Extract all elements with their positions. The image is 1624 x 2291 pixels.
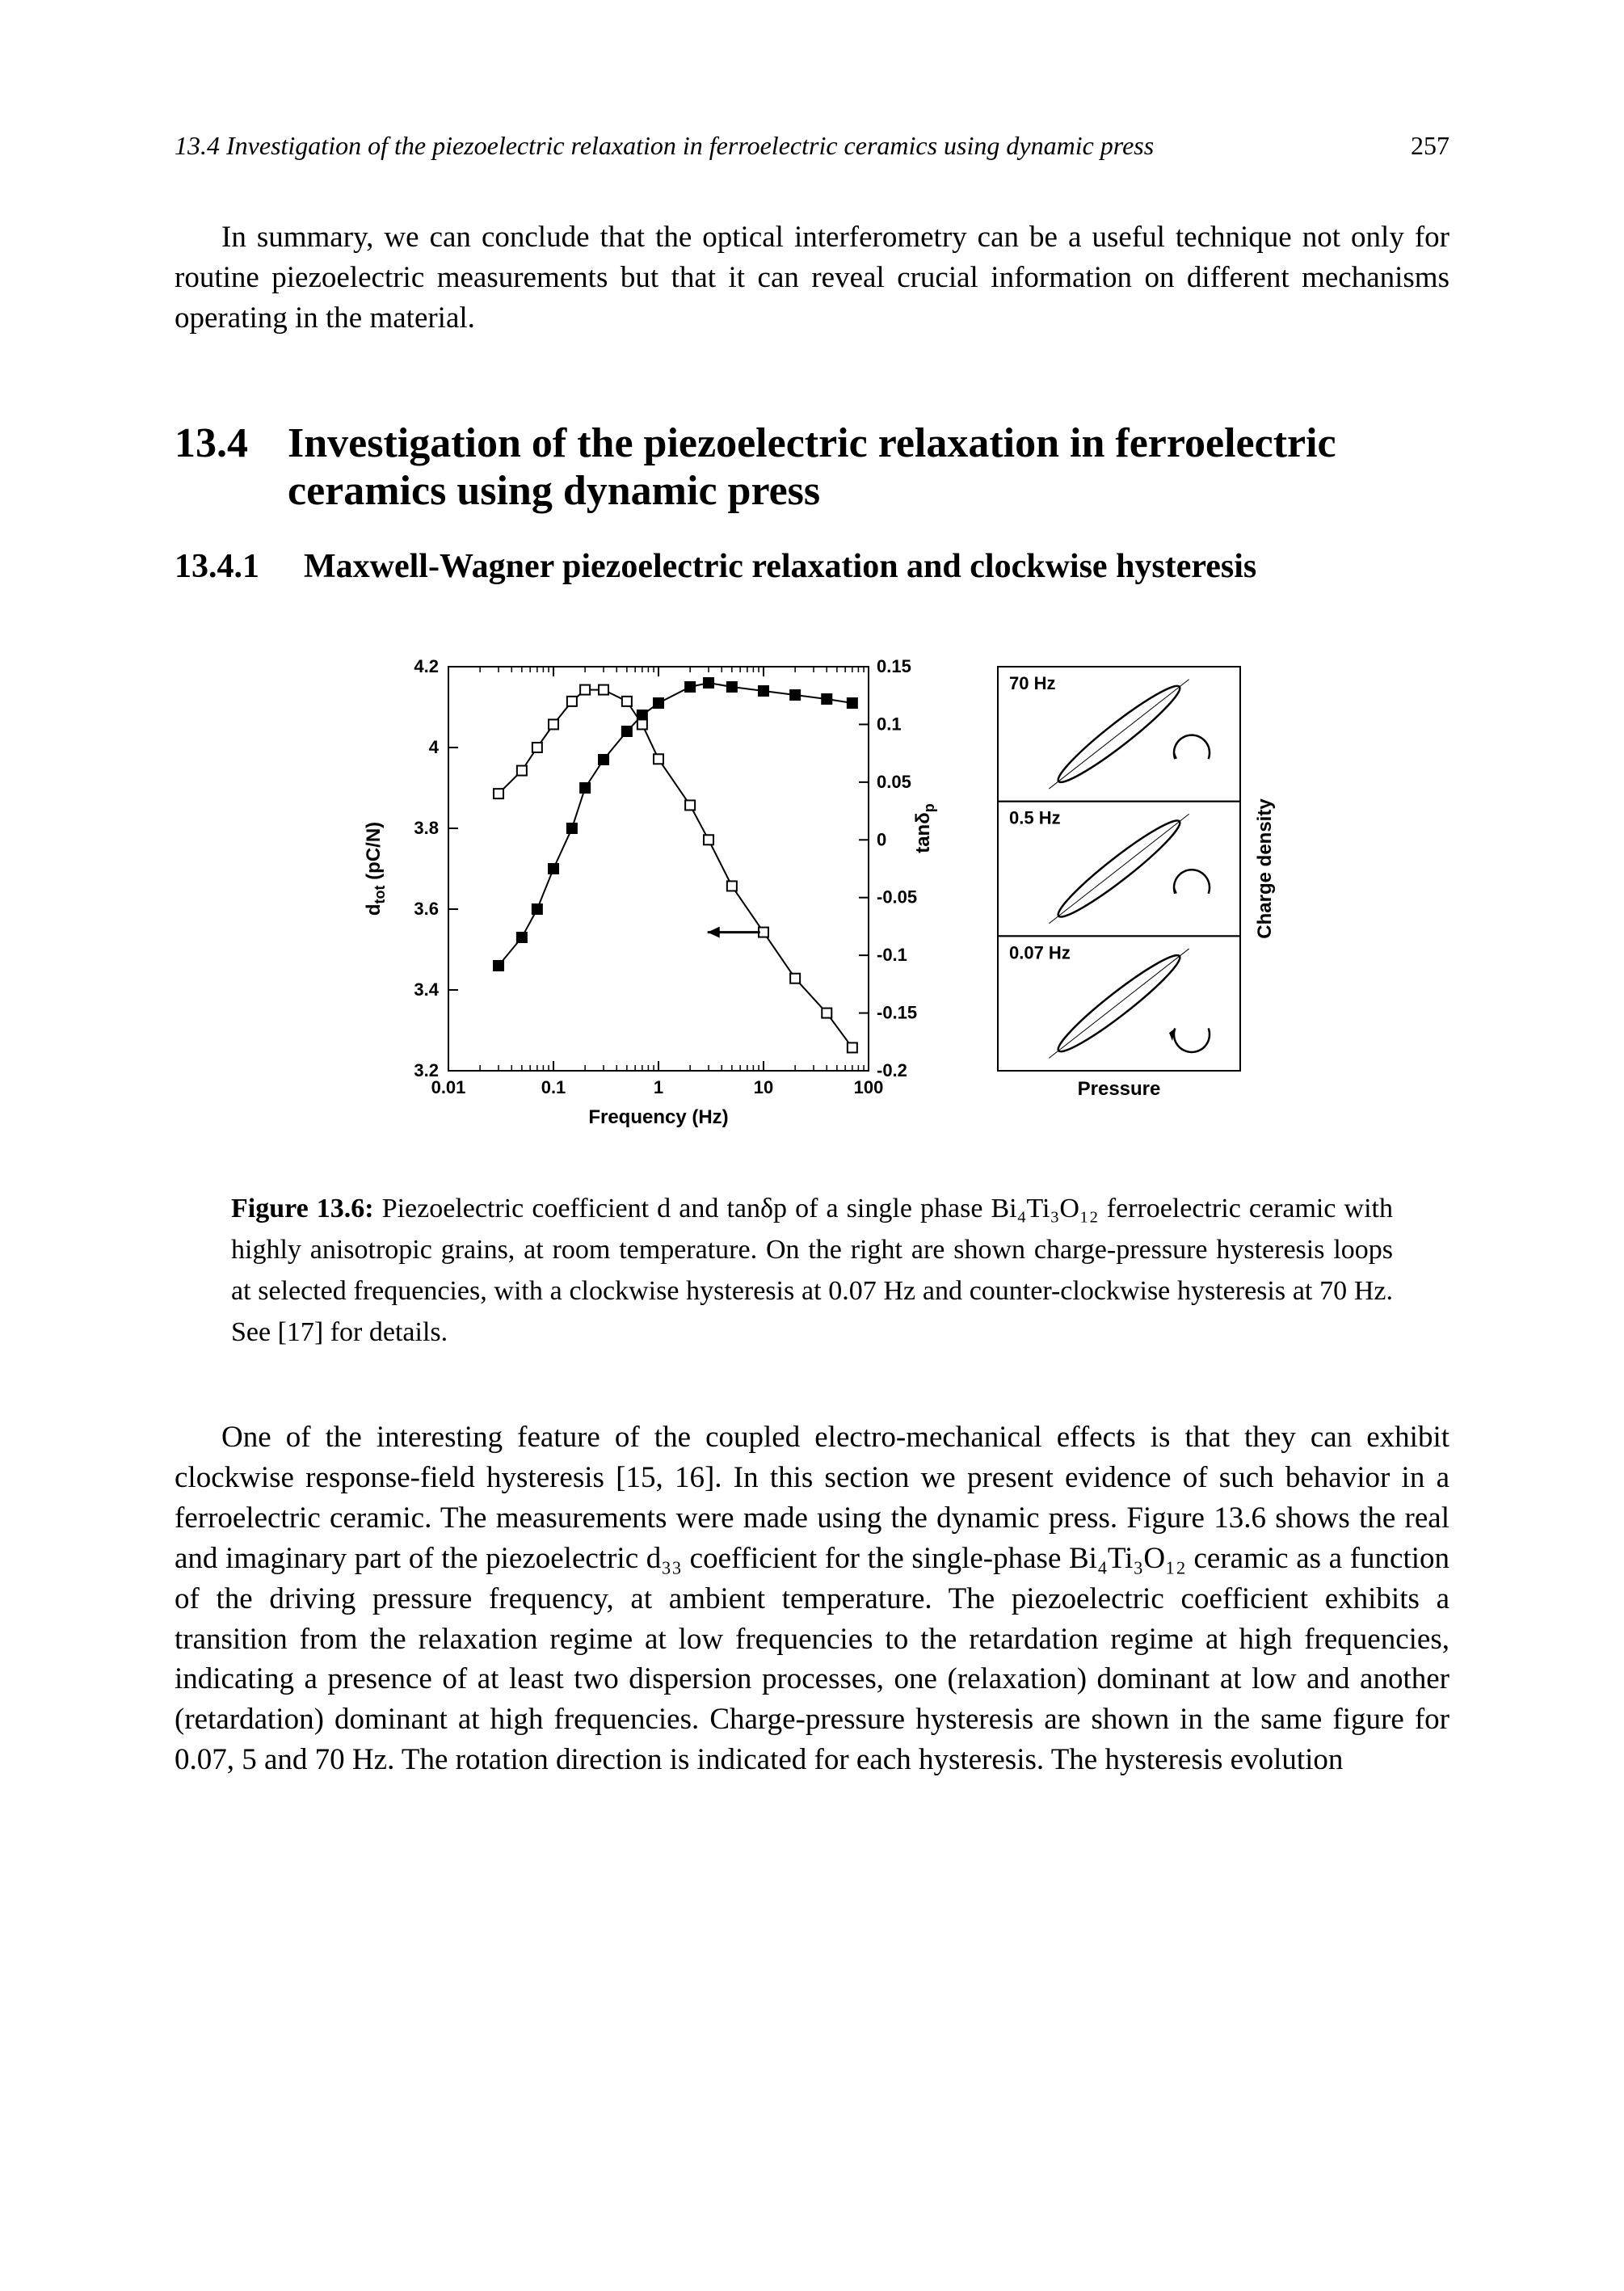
svg-text:-0.15: -0.15 <box>877 1002 917 1022</box>
svg-text:Charge density: Charge density <box>1254 798 1276 938</box>
svg-text:70 Hz: 70 Hz <box>1009 673 1055 693</box>
svg-text:tanδp: tanδp <box>912 803 937 853</box>
svg-text:3.8: 3.8 <box>414 818 439 838</box>
svg-text:4: 4 <box>429 737 440 757</box>
svg-text:0.15: 0.15 <box>877 656 911 676</box>
svg-text:0.5 Hz: 0.5 Hz <box>1009 807 1061 828</box>
svg-text:0.1: 0.1 <box>877 714 902 734</box>
svg-text:3.6: 3.6 <box>414 899 439 919</box>
svg-text:Pressure: Pressure <box>1078 1078 1161 1100</box>
svg-text:0: 0 <box>877 829 886 849</box>
page-number: 257 <box>1411 131 1449 161</box>
svg-text:0.05: 0.05 <box>877 772 911 792</box>
running-head-section: 13.4 Investigation of the piezoelectric … <box>175 131 1386 161</box>
svg-text:-0.05: -0.05 <box>877 887 917 908</box>
caption-label: Figure 13.6: <box>231 1194 374 1223</box>
figure: 0.010.11101003.23.43.63.844.2-0.2-0.15-0… <box>175 634 1449 1139</box>
subsection-heading: 13.4.1 Maxwell-Wagner piezoelectric rela… <box>175 547 1449 586</box>
svg-text:3.4: 3.4 <box>414 979 439 1000</box>
svg-text:Frequency (Hz): Frequency (Hz) <box>588 1106 728 1128</box>
svg-text:3.2: 3.2 <box>414 1060 439 1080</box>
section-number: 13.4 <box>175 419 288 515</box>
section-heading: 13.4 Investigation of the piezoelectric … <box>175 419 1449 515</box>
subsection-title: Maxwell-Wagner piezoelectric relaxation … <box>304 547 1449 586</box>
body-paragraph: One of the interesting feature of the co… <box>175 1417 1449 1780</box>
svg-text:0.07 Hz: 0.07 Hz <box>1009 942 1071 962</box>
svg-text:dtot (pC/N): dtot (pC/N) <box>363 822 388 916</box>
figure-caption: Figure 13.6: Piezoelectric coefficient d… <box>231 1188 1393 1353</box>
subsection-number: 13.4.1 <box>175 547 304 586</box>
svg-text:0.1: 0.1 <box>541 1077 566 1097</box>
svg-text:1: 1 <box>654 1077 663 1097</box>
intro-paragraph: In summary, we can conclude that the opt… <box>175 217 1449 339</box>
running-head: 13.4 Investigation of the piezoelectric … <box>175 131 1449 161</box>
svg-text:-0.2: -0.2 <box>877 1060 907 1080</box>
caption-text: Piezoelectric coefficient d and tanδp of… <box>231 1194 1393 1347</box>
figure-svg: 0.010.11101003.23.43.63.844.2-0.2-0.15-0… <box>327 634 1297 1135</box>
section-title: Investigation of the piezoelectric relax… <box>288 419 1449 515</box>
svg-text:10: 10 <box>754 1077 773 1097</box>
svg-text:-0.1: -0.1 <box>877 945 907 965</box>
svg-text:4.2: 4.2 <box>414 656 439 676</box>
page: 13.4 Investigation of the piezoelectric … <box>0 0 1624 2291</box>
